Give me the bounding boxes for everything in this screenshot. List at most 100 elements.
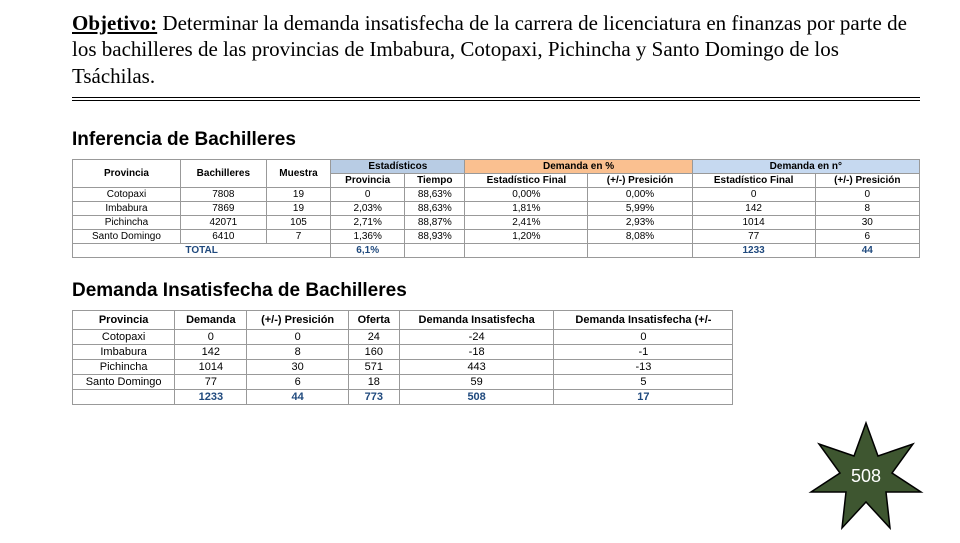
cell <box>465 243 588 257</box>
cell: 88,93% <box>405 229 465 243</box>
cell: 7808 <box>180 187 266 201</box>
cell: 2,03% <box>331 201 405 215</box>
cell: 1014 <box>175 359 247 374</box>
cell: 0 <box>175 329 247 344</box>
objective-text: Determinar la demanda insatisfecha de la… <box>72 11 907 88</box>
cell: 6 <box>247 374 348 389</box>
cell: 6 <box>815 229 919 243</box>
cell: 0 <box>815 187 919 201</box>
cell <box>405 243 465 257</box>
cell: 1,20% <box>465 229 588 243</box>
table-row-total: 1233 44 773 508 17 <box>73 389 733 404</box>
cell: Santo Domingo <box>73 229 181 243</box>
cell: 5,99% <box>588 201 692 215</box>
table-row: Pichincha 42071 105 2,71% 88,87% 2,41% 2… <box>73 215 920 229</box>
table-row: Imbabura 7869 19 2,03% 88,63% 1,81% 5,99… <box>73 201 920 215</box>
star-badge: 508 <box>806 418 926 538</box>
hdr-est-tiempo: Tiempo <box>405 173 465 187</box>
hdr-est-final2: Estadístico Final <box>692 173 815 187</box>
table-row-total: TOTAL 6,1% 1233 44 <box>73 243 920 257</box>
objective-label: Objetivo: <box>72 11 157 35</box>
cell: 8,08% <box>588 229 692 243</box>
cell: 0 <box>692 187 815 201</box>
hdr2-precision: (+/-) Presición <box>247 310 348 329</box>
table-row: Santo Domingo 77 6 18 59 5 <box>73 374 733 389</box>
cell <box>588 243 692 257</box>
table-inferencia: Provincia Bachilleres Muestra Estadístic… <box>72 159 920 258</box>
cell: 0,00% <box>465 187 588 201</box>
hdr2-oferta: Oferta <box>348 310 399 329</box>
cell: 18 <box>348 374 399 389</box>
cell: 59 <box>399 374 554 389</box>
cell: 0,00% <box>588 187 692 201</box>
cell: 1233 <box>175 389 247 404</box>
table-row: Cotopaxi 0 0 24 -24 0 <box>73 329 733 344</box>
star-value: 508 <box>806 466 926 487</box>
cell: 30 <box>247 359 348 374</box>
cell: 88,63% <box>405 187 465 201</box>
cell <box>73 389 175 404</box>
hdr-precision1: (+/-) Presición <box>588 173 692 187</box>
cell: -1 <box>554 344 733 359</box>
cell: 160 <box>348 344 399 359</box>
table2-body: Cotopaxi 0 0 24 -24 0 Imbabura 142 8 160… <box>73 329 733 404</box>
cell: 7869 <box>180 201 266 215</box>
hdr-est-final1: Estadístico Final <box>465 173 588 187</box>
hdr2-insatisfecha: Demanda Insatisfecha <box>399 310 554 329</box>
cell: 571 <box>348 359 399 374</box>
cell: 0 <box>554 329 733 344</box>
cell: 7 <box>266 229 330 243</box>
hdr2-insatisfecha-p: Demanda Insatisfecha (+/- <box>554 310 733 329</box>
cell: 2,93% <box>588 215 692 229</box>
cell: -13 <box>554 359 733 374</box>
cell: 88,87% <box>405 215 465 229</box>
cell: 44 <box>247 389 348 404</box>
hdr2-provincia: Provincia <box>73 310 175 329</box>
cell: 24 <box>348 329 399 344</box>
hdr-demanda-num: Demanda en n° <box>692 159 919 173</box>
cell: 1,81% <box>465 201 588 215</box>
cell: 1,36% <box>331 229 405 243</box>
hdr2-demanda: Demanda <box>175 310 247 329</box>
cell: Cotopaxi <box>73 187 181 201</box>
cell: 8 <box>247 344 348 359</box>
cell: 2,71% <box>331 215 405 229</box>
table-row: Imbabura 142 8 160 -18 -1 <box>73 344 733 359</box>
cell: 88,63% <box>405 201 465 215</box>
objective-paragraph: Objetivo: Determinar la demanda insatisf… <box>72 10 920 89</box>
cell: 30 <box>815 215 919 229</box>
cell: 44 <box>815 243 919 257</box>
cell: 0 <box>331 187 405 201</box>
hdr-provincia: Provincia <box>73 159 181 187</box>
cell: 6410 <box>180 229 266 243</box>
cell: 508 <box>399 389 554 404</box>
cell: 1014 <box>692 215 815 229</box>
hdr-est-prov: Provincia <box>331 173 405 187</box>
divider-double-rule <box>72 97 920 101</box>
hdr-precision2: (+/-) Presición <box>815 173 919 187</box>
table1-body: Cotopaxi 7808 19 0 88,63% 0,00% 0,00% 0 … <box>73 187 920 257</box>
cell: Cotopaxi <box>73 329 175 344</box>
section1-title: Inferencia de Bachilleres <box>72 129 920 151</box>
cell: 443 <box>399 359 554 374</box>
cell: 2,41% <box>465 215 588 229</box>
cell: 6,1% <box>331 243 405 257</box>
cell: 17 <box>554 389 733 404</box>
cell: 77 <box>692 229 815 243</box>
section2-title: Demanda Insatisfecha de Bachilleres <box>72 280 920 302</box>
cell: 19 <box>266 187 330 201</box>
cell: Imbabura <box>73 201 181 215</box>
table-insatisfecha: Provincia Demanda (+/-) Presición Oferta… <box>72 310 733 405</box>
cell: 8 <box>815 201 919 215</box>
cell: 773 <box>348 389 399 404</box>
cell: 42071 <box>180 215 266 229</box>
cell: Pichincha <box>73 359 175 374</box>
hdr-bachilleres: Bachilleres <box>180 159 266 187</box>
hdr-demanda-pct: Demanda en % <box>465 159 692 173</box>
table-row: Cotopaxi 7808 19 0 88,63% 0,00% 0,00% 0 … <box>73 187 920 201</box>
cell: Santo Domingo <box>73 374 175 389</box>
cell: Imbabura <box>73 344 175 359</box>
cell: 19 <box>266 201 330 215</box>
cell: 142 <box>692 201 815 215</box>
cell: Pichincha <box>73 215 181 229</box>
